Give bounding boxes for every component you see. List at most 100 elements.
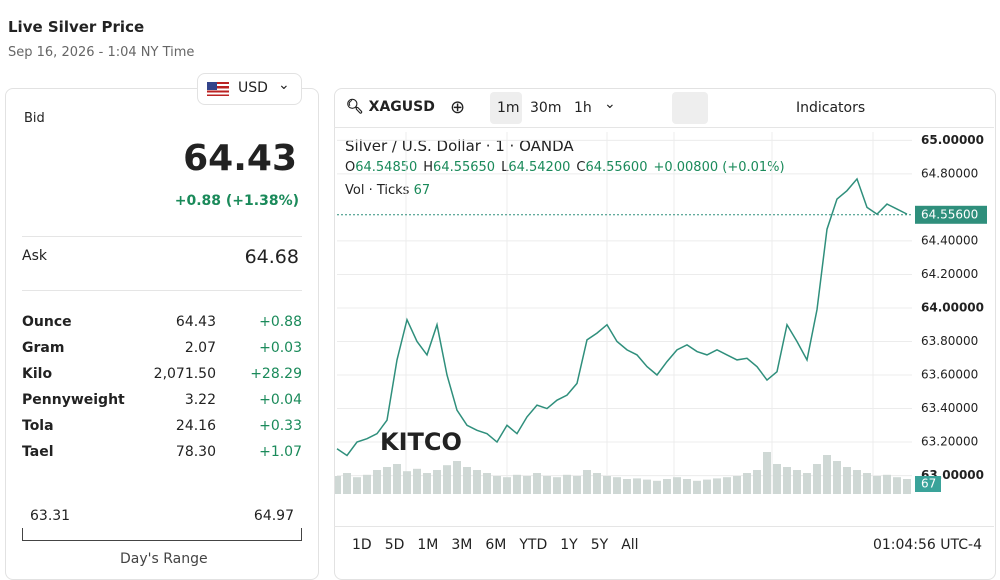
last-price-label: 64.55600	[921, 207, 978, 221]
volume-bar	[453, 461, 461, 494]
volume-bar	[543, 476, 551, 494]
ohlc-key: H	[423, 160, 434, 175]
price-line	[336, 177, 908, 457]
volume-bar	[393, 464, 401, 494]
volume-bar	[463, 467, 471, 494]
volume-bar	[853, 470, 861, 494]
y-tick-label: 64.00000	[921, 300, 984, 314]
divider	[334, 127, 994, 128]
bid-change: +0.88 (+1.38%)	[174, 193, 299, 209]
volume-badge	[915, 476, 941, 492]
indicators[interactable]: Indicators	[796, 100, 866, 116]
volume-bar	[653, 480, 661, 494]
volume-bar	[753, 470, 761, 494]
ohlc-value: 64.54200	[508, 160, 571, 175]
range-button[interactable]: 5Y	[590, 537, 609, 553]
volume-bar	[843, 467, 851, 494]
unit-change: +28.29	[250, 366, 302, 382]
volume-bar	[823, 455, 831, 494]
volume-bar	[643, 479, 651, 494]
volume-bar	[883, 474, 891, 494]
clock: 01:04:56 UTC-4	[872, 537, 982, 553]
chevron[interactable]: ⌄	[604, 96, 616, 112]
vol-value: 67	[413, 183, 431, 198]
interval[interactable]: 1h	[574, 100, 592, 116]
unit-price: 2.07	[184, 340, 216, 356]
volume-bar	[583, 470, 591, 494]
volume-bar	[423, 473, 431, 494]
symbol[interactable]: 🔍︎ XAGUSD	[346, 99, 435, 115]
vol-label: Vol · Ticks 67	[345, 183, 430, 198]
unit-name: Tael	[22, 444, 54, 460]
range-button[interactable]: YTD	[519, 537, 548, 553]
watermark: KITCO	[380, 428, 462, 456]
volume-bar	[683, 479, 691, 494]
volume-bar	[783, 467, 791, 494]
range-button[interactable]: 6M	[485, 537, 507, 553]
last-price-badge	[915, 205, 987, 224]
unit-name: Ounce	[22, 314, 72, 330]
unit-change: +0.03	[259, 340, 302, 356]
y-tick-label: 63.40000	[921, 401, 978, 415]
volume-bar	[483, 473, 491, 494]
divider	[22, 290, 302, 291]
volume-bar	[593, 473, 601, 494]
volume-bar	[335, 476, 341, 494]
volume-bar	[663, 479, 671, 494]
volume-bar	[743, 473, 751, 494]
volume-bar	[803, 473, 811, 494]
range-button[interactable]: 1M	[417, 537, 439, 553]
range-button[interactable]: All	[621, 537, 639, 553]
add-button[interactable]: ⊕	[450, 97, 466, 118]
unit-price: 2,071.50	[153, 366, 216, 382]
volume-bar	[563, 474, 571, 494]
candle-button[interactable]	[672, 92, 708, 124]
volume-bar	[633, 478, 641, 494]
volume-bar	[383, 467, 391, 494]
interval[interactable]: 1m	[497, 100, 520, 116]
title: Live Silver Price	[8, 18, 145, 36]
legend-title: Silver / U.S. Dollar · 1 · OANDA	[345, 137, 574, 155]
range-high: 64.97	[253, 508, 294, 524]
range-button[interactable]: 5D	[384, 537, 405, 553]
ohlc-key: L	[501, 160, 509, 175]
timestamp: Sep 16, 2026 - 1:04 NY Time	[8, 45, 195, 60]
volume-badge-label: 67	[921, 477, 936, 491]
volume-bar	[833, 461, 841, 494]
ohlc-value: 64.55600	[585, 160, 648, 175]
unit-name: Kilo	[22, 366, 53, 382]
volume-bar	[763, 452, 771, 494]
ask-label: Ask	[22, 248, 47, 264]
volume-bar	[373, 470, 381, 494]
volume-bar	[893, 477, 901, 494]
ohlc-value: 64.55650	[433, 160, 496, 175]
volume-bar	[793, 470, 801, 494]
volume-bar	[613, 477, 621, 494]
volume-bar	[723, 477, 731, 494]
range-low: 63.31	[30, 508, 71, 524]
unit-price: 64.43	[175, 314, 216, 330]
currency-select[interactable]: USD ⌄	[197, 73, 302, 105]
divider	[22, 236, 302, 237]
divider	[334, 526, 994, 527]
volume-bar	[503, 477, 511, 494]
vol-text: Vol · Ticks	[345, 183, 410, 198]
range-buttons: 1D 5D 1M 3M 6M YTD 1Y 5Y All	[352, 537, 652, 553]
interval[interactable]: 30m	[530, 100, 562, 116]
range-button[interactable]: 1D	[352, 537, 372, 553]
volume-bar	[863, 473, 871, 494]
range-bar	[22, 528, 302, 541]
currency: USD	[238, 80, 268, 96]
y-tick-label: 64.80000	[921, 166, 978, 180]
volume-bar	[403, 471, 411, 494]
symbol-text: XAGUSD	[368, 99, 435, 115]
volume-bar	[713, 478, 721, 494]
volume-bar	[573, 476, 581, 494]
volume-bar	[363, 474, 371, 494]
ohlc: O64.54850 H64.55650 L64.54200 C64.55600 +0.0…	[345, 160, 785, 175]
range-button[interactable]: 3M	[451, 537, 473, 553]
range-button[interactable]: 1Y	[560, 537, 578, 553]
volume-bar	[903, 479, 911, 494]
y-tick-label: 63.20000	[921, 435, 978, 449]
